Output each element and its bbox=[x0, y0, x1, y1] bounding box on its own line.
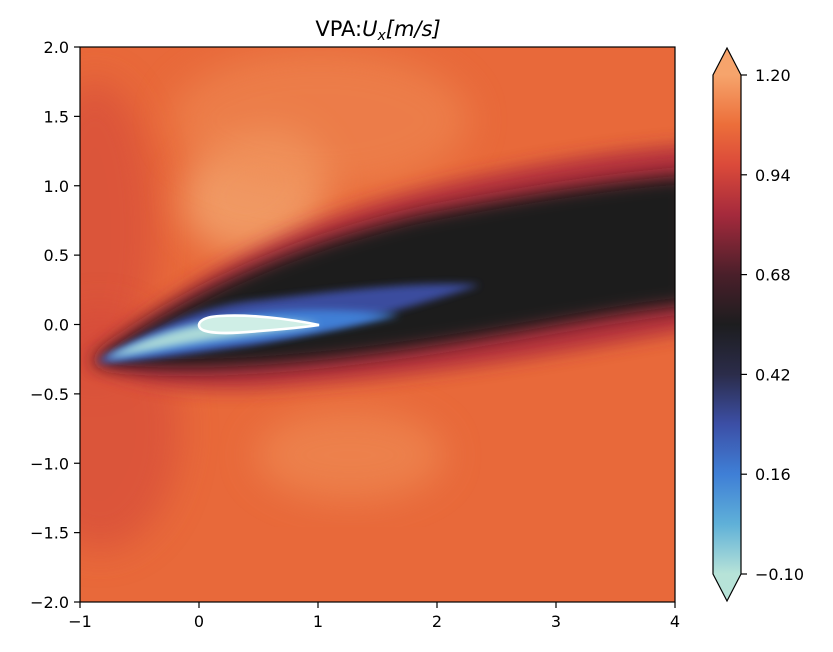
heatmap-field bbox=[80, 47, 675, 602]
colorbar-tick-label: −0.10 bbox=[755, 565, 804, 584]
x-tick-label: 3 bbox=[551, 612, 561, 631]
colorbar-extend-bottom bbox=[713, 574, 741, 601]
x-tick-label: 1 bbox=[313, 612, 323, 631]
fast-lobe-upper-outer bbox=[170, 50, 470, 190]
airfoil-outline bbox=[197, 314, 320, 335]
x-tick-label: 2 bbox=[432, 612, 442, 631]
wake-mid-blue bbox=[100, 309, 400, 360]
x-tick-label: 0 bbox=[194, 612, 204, 631]
y-tick-label: 1.5 bbox=[44, 107, 69, 126]
y-tick-label: 0.5 bbox=[44, 246, 69, 265]
y-tick-label: −0.5 bbox=[30, 385, 69, 404]
y-tick-label: −1.5 bbox=[30, 524, 69, 543]
colorbar-extend-top bbox=[713, 48, 741, 75]
chart-title: VPA:Ux[m/s] bbox=[315, 17, 440, 44]
y-axis: 2.0 1.5 1.0 0.5 0.0 −0.5 −1.0 −1.5 −2.0 bbox=[30, 38, 80, 612]
colorbar: 1.20 0.94 0.68 0.42 0.16 −0.10 bbox=[712, 46, 804, 603]
y-tick-label: −2.0 bbox=[30, 593, 69, 612]
colorbar-ticks: 1.20 0.94 0.68 0.42 0.16 −0.10 bbox=[741, 66, 804, 584]
colorbar-tick-label: 1.20 bbox=[755, 66, 791, 85]
colorbar-tick-label: 0.94 bbox=[755, 166, 791, 185]
y-tick-label: 2.0 bbox=[44, 38, 69, 57]
x-tick-label: −1 bbox=[68, 612, 92, 631]
y-tick-label: 1.0 bbox=[44, 177, 69, 196]
fast-lobe-lower bbox=[255, 410, 445, 500]
x-axis: −1 0 1 2 3 4 bbox=[68, 602, 680, 631]
colorbar-tick-label: 0.16 bbox=[755, 465, 791, 484]
y-tick-label: −1.0 bbox=[30, 454, 69, 473]
colorbar-tick-label: 0.42 bbox=[755, 365, 791, 384]
x-tick-label: 4 bbox=[670, 612, 680, 631]
upstream-red-lobe-upper bbox=[80, 80, 155, 380]
colorbar-body bbox=[713, 75, 741, 574]
colorbar-tick-label: 0.68 bbox=[755, 266, 791, 285]
y-tick-label: 0.0 bbox=[44, 316, 69, 335]
